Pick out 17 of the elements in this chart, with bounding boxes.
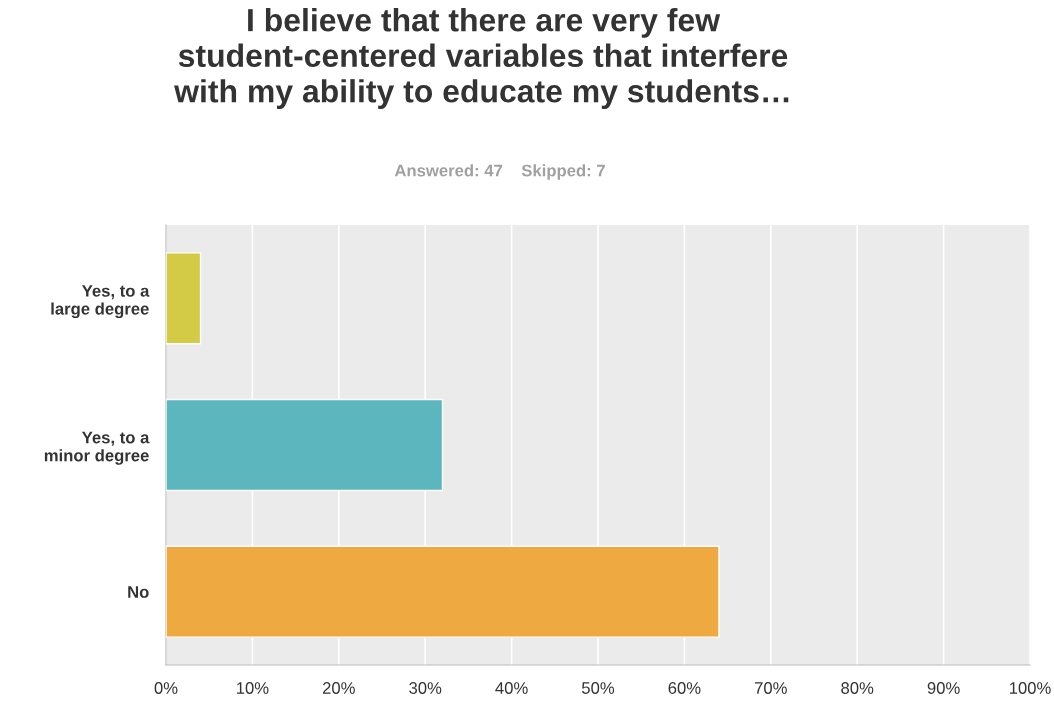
x-tick-label: 40% [495, 682, 528, 694]
y-tick-label: No [128, 586, 149, 598]
x-tick-label: 70% [754, 682, 787, 694]
x-tick-label: 60% [668, 682, 701, 694]
y-tick-label: Yes, to a minor degree [44, 431, 150, 465]
x-tick-label: 0% [154, 682, 178, 694]
x-tick-label: 90% [927, 682, 960, 694]
bar [166, 252, 202, 345]
chart-title: I believe that there are very few student-centered variables that interfere with my ability to educate my students… [174, 8, 789, 109]
x-tick-label: 100% [1009, 682, 1051, 694]
chart-subtitle: Answered: 47 Skipped: 7 [394, 164, 605, 180]
y-tick-label: Yes, to a large degree [51, 285, 150, 319]
x-tick-label: 80% [841, 682, 874, 694]
x-tick-label: 10% [236, 682, 269, 694]
x-tick-label: 30% [409, 682, 442, 694]
x-tick-label: 20% [322, 682, 355, 694]
x-tick-label: 50% [581, 682, 615, 694]
